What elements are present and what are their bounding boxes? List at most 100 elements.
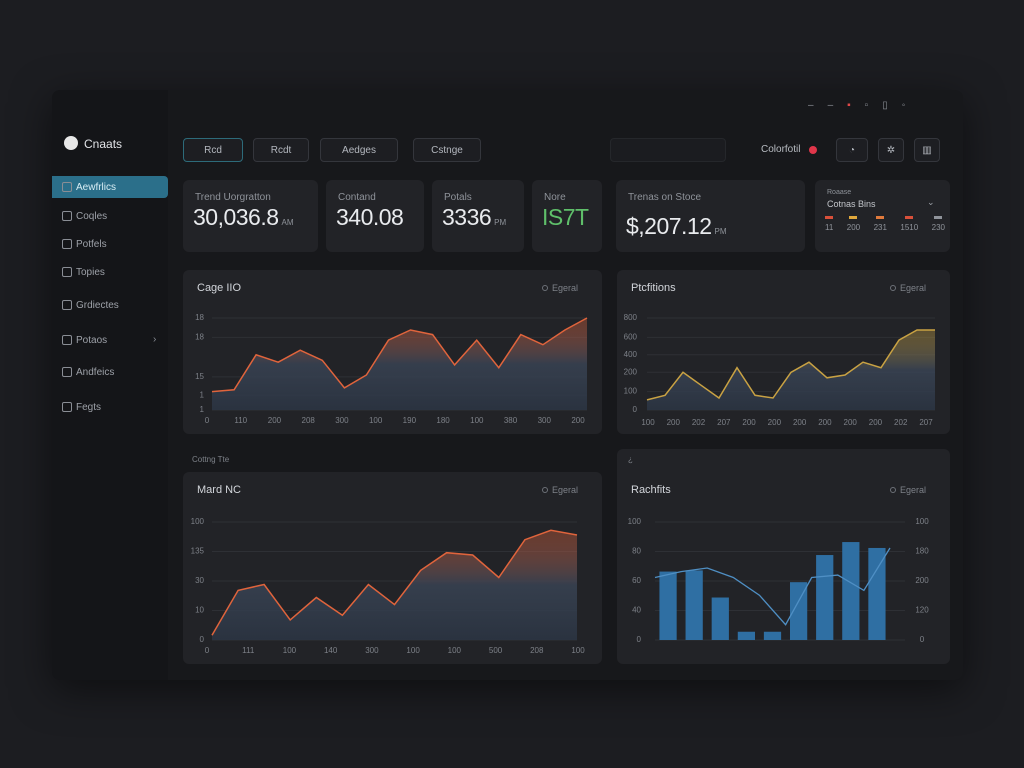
chart-legend[interactable]: Egeral xyxy=(900,485,927,495)
x-tick-label: 202 xyxy=(692,418,706,427)
chevron: › xyxy=(153,334,157,345)
x-tick-label: 0 xyxy=(205,416,210,425)
line xyxy=(646,329,935,401)
toolbar-button[interactable]: Aedges xyxy=(320,138,398,162)
alert-icon[interactable]: ▪ xyxy=(847,100,851,111)
x-tick-label: 300 xyxy=(335,416,349,425)
stat-label: Potals xyxy=(444,192,472,203)
nav-item[interactable]: Andfeics xyxy=(52,361,168,383)
search-box[interactable] xyxy=(610,138,726,162)
chart-legend[interactable]: Egeral xyxy=(900,283,927,293)
logo xyxy=(64,136,78,150)
toolbar-button[interactable]: Rcdt xyxy=(253,138,309,162)
status-dot xyxy=(809,146,817,154)
stat-unit: PM xyxy=(494,218,507,227)
x-tick-label: 200 xyxy=(571,416,585,425)
icon-button[interactable]: ✲ xyxy=(878,138,904,162)
y-tick-label: 18 xyxy=(195,332,204,341)
bar xyxy=(685,570,703,640)
bin: 1510 xyxy=(900,216,918,232)
nav-item[interactable]: Aewfrlics xyxy=(52,176,168,198)
nav-item[interactable]: Topies xyxy=(52,261,168,283)
bins-title: Cotnas Bins xyxy=(827,199,876,209)
account-name[interactable]: Colorfotil xyxy=(761,144,801,155)
stat-value: 340.08 xyxy=(336,204,404,230)
minimize[interactable]: – xyxy=(808,100,814,111)
mail-icon[interactable]: ▫ xyxy=(864,100,869,111)
app-name: Cnaats xyxy=(84,137,123,151)
nav-item[interactable]: Fegts xyxy=(52,396,168,418)
y-tick-label: 100 xyxy=(624,387,638,396)
y2-tick-label: 100 xyxy=(915,517,929,526)
chart-legend[interactable]: Egeral xyxy=(552,485,579,495)
x-tick-label: 208 xyxy=(302,416,316,425)
x-tick-label: 190 xyxy=(403,416,417,425)
restore[interactable]: – xyxy=(827,100,834,111)
chart-legend[interactable]: Egeral xyxy=(552,283,579,293)
y-tick-label: 100 xyxy=(628,517,642,526)
bar xyxy=(789,582,808,640)
x-tick-label: 110 xyxy=(234,416,247,425)
doc-icon[interactable]: ▯ xyxy=(882,100,888,111)
area xyxy=(212,530,577,640)
x-tick-label: 100 xyxy=(406,646,420,655)
x-tick-label: 200 xyxy=(818,418,832,427)
chart-title: Cage IIO xyxy=(197,282,242,294)
x-tick-label: 140 xyxy=(324,646,338,655)
x-tick-label: 207 xyxy=(919,418,933,427)
y-tick-label: 135 xyxy=(191,547,205,556)
x-tick-label: 100 xyxy=(369,416,383,425)
nav-item[interactable]: Coqles xyxy=(52,205,168,227)
x-tick-label: 208 xyxy=(530,646,544,655)
stat-value: 3336 xyxy=(442,204,492,230)
user-icon[interactable]: ◦ xyxy=(901,100,906,111)
y-tick-label: 30 xyxy=(195,576,204,585)
stat-row: $,207.12 PM xyxy=(626,213,727,240)
x-tick-label: 207 xyxy=(717,418,731,427)
y-tick-label: 0 xyxy=(637,635,642,644)
area xyxy=(212,318,587,410)
y-tick-label: 18 xyxy=(195,313,204,322)
icon-button[interactable]: ◔ xyxy=(836,138,868,162)
chart-title: Rachfits xyxy=(631,484,671,496)
bar xyxy=(659,571,677,640)
x-tick-label: 100 xyxy=(470,416,484,425)
legend-dot xyxy=(542,487,548,493)
stat-value: 30,036.8 xyxy=(193,204,279,230)
stat-unit: AM xyxy=(281,218,294,227)
toolbar-button[interactable]: Rcd xyxy=(183,138,243,162)
x-tick-label: 111 xyxy=(242,646,255,655)
stat-label: Contand xyxy=(338,192,376,203)
bin-value: 231 xyxy=(873,223,887,232)
stat-label: Nore xyxy=(544,192,566,203)
dropdown[interactable]: ⌄ xyxy=(927,197,935,207)
bin-mark xyxy=(905,216,914,219)
bin-mark xyxy=(825,216,834,219)
icon-button[interactable]: ▥ xyxy=(914,138,940,162)
x-tick-label: 100 xyxy=(641,418,655,427)
nav-item[interactable]: Potaos xyxy=(52,329,168,351)
x-tick-label: 500 xyxy=(489,646,503,655)
stat-value: $,207.12 xyxy=(626,213,712,239)
x-tick-label: 100 xyxy=(283,646,297,655)
y-tick-label: 400 xyxy=(624,350,638,359)
y-tick-label: 1 xyxy=(200,390,205,399)
y-tick-label: 80 xyxy=(632,547,641,556)
y-tick-label: 40 xyxy=(632,606,641,615)
stat-card: Trenas on Stoce $,207.12 PM xyxy=(616,180,805,252)
line xyxy=(211,317,588,393)
bin: 231 xyxy=(874,216,887,232)
y-tick-label: 1 xyxy=(200,405,205,414)
bar xyxy=(868,547,886,640)
y-tick-label: 15 xyxy=(195,372,204,381)
nav-item[interactable]: Potfels xyxy=(52,233,168,255)
nav-item[interactable]: Grdiectes xyxy=(52,294,168,316)
stat-card: Potals 3336 PM xyxy=(432,180,524,252)
stat-card: Contand 340.08 xyxy=(326,180,424,252)
x-tick-label: 202 xyxy=(894,418,908,427)
stat-card: Trend Uorgratton 30,036.8 AM xyxy=(183,180,318,252)
bin: 230 xyxy=(932,216,945,232)
toolbar-button[interactable]: Cstnge xyxy=(413,138,481,162)
